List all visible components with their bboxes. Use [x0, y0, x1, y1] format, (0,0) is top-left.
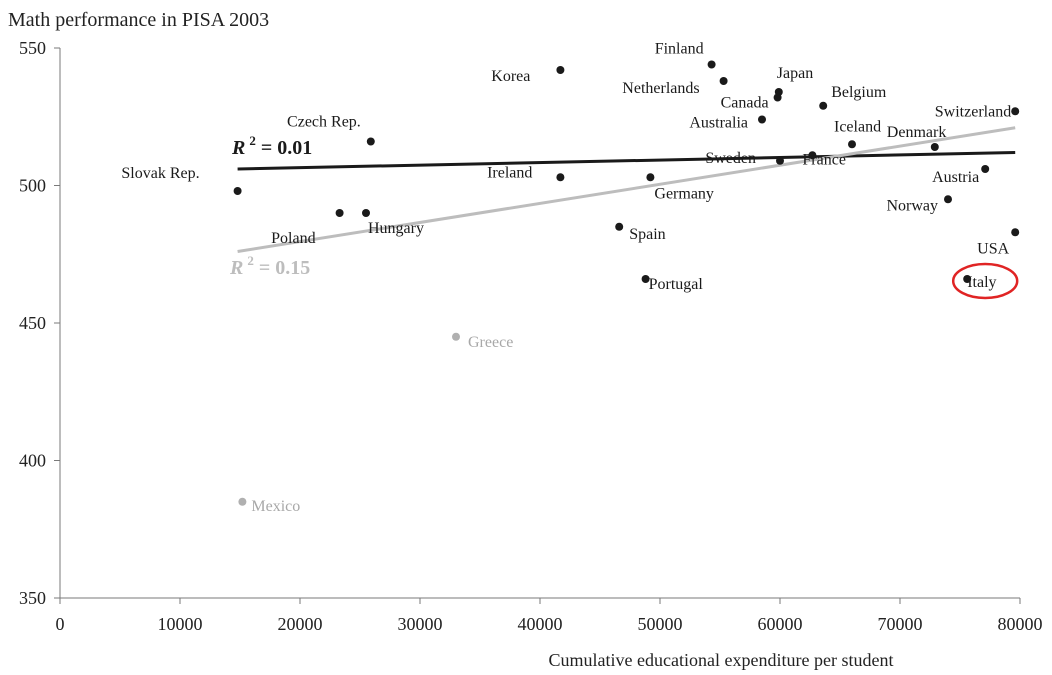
point-label: Netherlands: [622, 80, 699, 97]
x-tick-label: 30000: [398, 614, 443, 634]
x-axis-label: Cumulative educational expenditure per s…: [549, 650, 894, 670]
data-point: [981, 165, 990, 173]
y-tick-label: 550: [19, 38, 46, 58]
point-label: USA: [977, 240, 1009, 257]
point-label: Slovak Rep.: [121, 165, 199, 182]
point-label: Japan: [777, 65, 813, 82]
x-tick-label: 50000: [638, 614, 683, 634]
point-label: Belgium: [831, 84, 887, 101]
x-tick-label: 0: [56, 614, 65, 634]
point-label: Italy: [967, 274, 996, 291]
data-points: [233, 60, 1020, 506]
data-point: [719, 77, 728, 85]
data-point: [1011, 107, 1020, 116]
data-point: [930, 143, 939, 151]
point-label: Canada: [721, 95, 769, 112]
highlight-circle: [951, 262, 1019, 300]
data-point: [615, 222, 624, 231]
point-labels: Slovak Rep. Czech Rep. Poland Hungary Korea I…: [121, 41, 1019, 515]
y-tick-label: 500: [19, 176, 46, 196]
point-label: Portugal: [649, 276, 704, 293]
data-point: [238, 497, 247, 506]
point-label: France: [802, 151, 846, 168]
data-point: [944, 195, 952, 204]
point-label: Ireland: [487, 164, 532, 181]
data-point: [808, 151, 817, 160]
point-label: Mexico: [251, 498, 300, 515]
data-point: [707, 60, 716, 69]
point-label: Finland: [655, 41, 704, 58]
data-point: [1011, 228, 1020, 237]
trendline: [237, 126, 1016, 253]
x-tick-label: 60000: [758, 614, 803, 634]
chart-title: Math performance in PISA 2003: [8, 9, 269, 31]
trendlines: R 2 = 0.01 R 2 = 0.15: [229, 126, 1016, 279]
data-point: [819, 101, 828, 110]
data-point: [556, 66, 565, 74]
point-label: Denmark: [887, 124, 947, 141]
point-label: Greece: [468, 334, 513, 351]
r-squared-label: R 2 = 0.15: [229, 253, 310, 279]
data-point: [641, 275, 650, 283]
point-label: Norway: [886, 197, 938, 214]
data-point: [362, 209, 370, 217]
point-label: Sweden: [705, 150, 756, 167]
data-point: [848, 140, 856, 149]
point-label: Poland: [271, 230, 315, 247]
point-label: Germany: [654, 185, 714, 202]
data-point: [646, 173, 655, 182]
trendline: [237, 151, 1016, 171]
y-tick-label: 350: [19, 588, 46, 608]
point-label: Austria: [932, 169, 979, 186]
point-label: Iceland: [834, 118, 881, 135]
y-tick-label: 450: [19, 313, 46, 333]
x-tick-label: 20000: [278, 614, 323, 634]
point-label: Czech Rep.: [287, 114, 361, 131]
x-tick-label: 40000: [518, 614, 563, 634]
axes: 350 400 450 500 550 0 10000 20000 30000 40000 5000…: [19, 38, 1043, 634]
data-point: [758, 115, 766, 124]
y-tick-label: 400: [19, 451, 46, 471]
x-tick-label: 10000: [158, 614, 203, 634]
x-tick-label: 70000: [878, 614, 923, 634]
data-point: [366, 137, 375, 146]
point-label: Australia: [689, 115, 748, 132]
data-point: [963, 275, 972, 283]
point-label: Hungary: [368, 220, 424, 237]
data-point: [774, 88, 783, 96]
x-tick-label: 80000: [998, 614, 1043, 634]
point-label: Spain: [629, 226, 665, 243]
data-point: [452, 332, 460, 341]
data-point: [776, 156, 784, 165]
point-label: Korea: [491, 68, 530, 85]
data-point: [556, 173, 565, 182]
point-label: Switzerland: [935, 103, 1011, 120]
data-point: [335, 209, 344, 217]
r-squared-label: R 2 = 0.01: [231, 133, 312, 159]
data-point: [233, 187, 242, 195]
